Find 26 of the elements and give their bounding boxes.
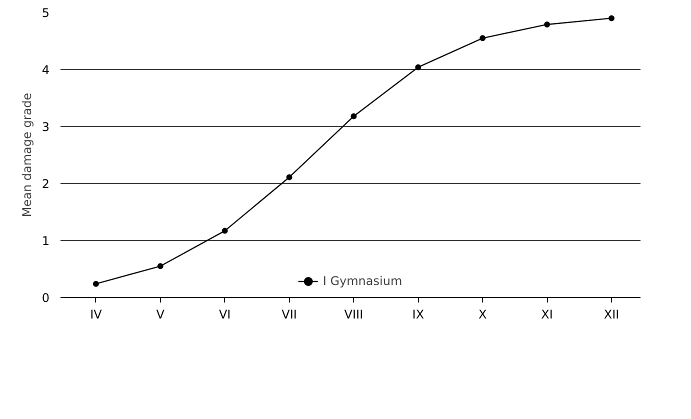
x-tick-label: X — [478, 308, 487, 322]
point — [480, 35, 486, 42]
point — [92, 280, 99, 287]
point — [286, 174, 292, 180]
x-tick-label: VII — [282, 308, 297, 322]
point — [544, 21, 550, 28]
y-tick-label: 2 — [42, 177, 50, 191]
y-tick-label: 3 — [42, 120, 50, 134]
y-tick-label: 0 — [42, 291, 50, 305]
x-tick-label: XII — [604, 308, 620, 322]
y-tick-label: 1 — [42, 234, 50, 248]
x-tick-label: VIII — [344, 308, 364, 322]
y-tick-label: 5 — [42, 6, 50, 20]
point — [157, 263, 164, 270]
x-tick-label: IX — [412, 308, 424, 322]
x-tick-label: XI — [541, 308, 553, 322]
point — [608, 15, 614, 22]
point — [222, 228, 228, 234]
y-tick-label: 4 — [42, 63, 50, 77]
legend-label: I Gymnasium — [322, 274, 402, 288]
point — [415, 64, 422, 70]
x-tick-label: VI — [218, 308, 231, 322]
x-tick-label: V — [156, 308, 166, 322]
y-axis-title: Mean damage grade — [20, 92, 34, 218]
x-tick-label: IV — [90, 308, 103, 322]
point — [350, 113, 357, 120]
